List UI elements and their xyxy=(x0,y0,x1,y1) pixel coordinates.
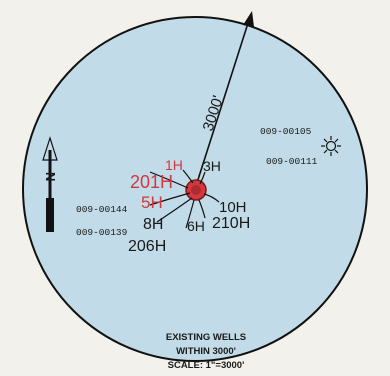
lateral-label-5H: 5H xyxy=(141,193,163,212)
lateral-label-1H: 1H xyxy=(165,157,183,173)
north-letter: N xyxy=(43,172,58,181)
lateral-label-6H: 6H xyxy=(187,218,205,234)
caption-line-1: EXISTING WELLS xyxy=(166,332,246,343)
caption-line-2: WITHIN 3000' xyxy=(176,346,236,357)
lateral-label-201H: 201H xyxy=(130,172,173,192)
lateral-lines xyxy=(149,169,220,229)
radius-line xyxy=(194,19,250,190)
pad-well-marker xyxy=(185,179,207,201)
well-id-left-top: 009-00144 xyxy=(76,204,128,215)
well-id-left-bottom: 009-00139 xyxy=(76,227,128,238)
well-id-right-bottom: 009-00111 xyxy=(266,156,318,167)
well-id-right-top: 009-00105 xyxy=(260,126,312,137)
radius-arrow-head xyxy=(243,11,254,27)
lateral-label-210H: 210H xyxy=(212,215,250,232)
lateral-label-10H: 10H xyxy=(219,199,247,216)
caption-line-3: SCALE: 1"=3000' xyxy=(168,360,245,371)
north-arrow-icon: N xyxy=(42,136,58,232)
existing-well-icon xyxy=(321,136,341,156)
lateral-label-3H: 3H xyxy=(203,158,221,174)
lateral-label-206H: 206H xyxy=(128,238,166,255)
lateral-label-8H: 8H xyxy=(143,216,163,233)
